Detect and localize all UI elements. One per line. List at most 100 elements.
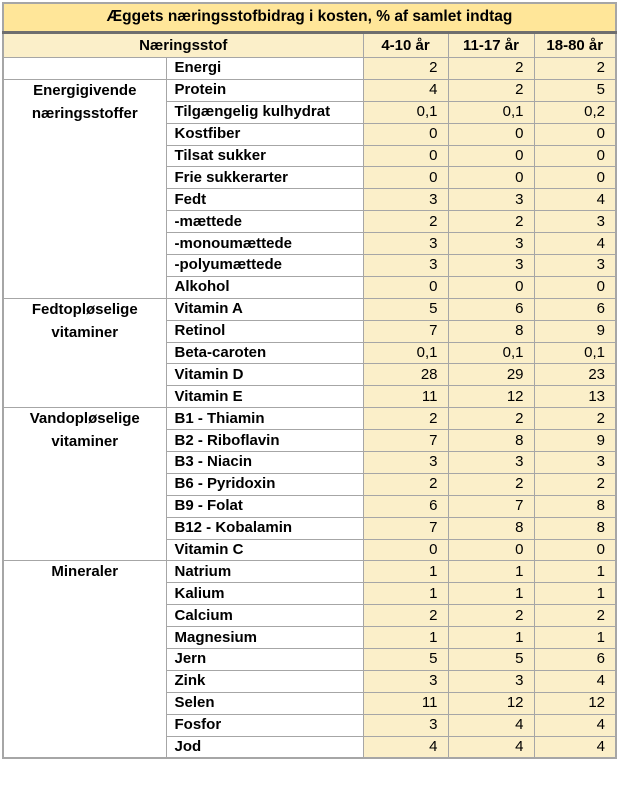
value-cell: 3 [362, 232, 449, 256]
value-cell: 29 [447, 363, 535, 387]
table-row: Tilsat sukker 0 0 0 [3, 144, 617, 168]
nutrient-name-cell: Jern [165, 648, 364, 671]
value-cell: 2 [533, 604, 617, 628]
value-cell: 3 [533, 210, 617, 234]
nutrient-name-cell: Fedt [165, 188, 364, 212]
nutrient-name-cell: Tilsat sukker [165, 144, 364, 168]
value-cell: 0,1 [362, 100, 449, 124]
value-cell: 3 [362, 451, 449, 474]
nutrient-name-cell: Vitamin D [165, 363, 364, 387]
value-cell: 3 [447, 669, 535, 693]
nutrient-name-cell: B3 - Niacin [165, 451, 364, 474]
value-cell: 9 [533, 429, 617, 453]
nutrient-name-cell: Jod [165, 735, 364, 759]
nutrient-name-cell: B1 - Thiamin [165, 407, 364, 431]
column-header-nutrient: Næringsstof [2, 32, 364, 58]
value-cell: 6 [447, 297, 535, 321]
table-row: Frie sukkerarter 0 0 0 [3, 166, 617, 190]
value-cell: 2 [447, 210, 535, 234]
value-cell: 5 [447, 648, 535, 671]
value-cell: 0 [447, 122, 535, 146]
nutrient-name-cell: Kostfiber [165, 122, 364, 146]
value-cell: 0,1 [447, 341, 535, 365]
column-header-row: Næringsstof 4-10 år 11-17 år 18-80 år [2, 32, 617, 58]
value-cell: 3 [362, 188, 449, 212]
value-cell: 0 [447, 275, 535, 299]
table-row: Kalium 1 1 1 [3, 582, 617, 606]
value-cell: 1 [447, 626, 535, 650]
value-cell: 4 [447, 713, 535, 737]
table-row: Tilgængelig kulhydrat 0,1 0,1 0,2 [3, 100, 617, 124]
value-cell: 2 [362, 210, 449, 234]
category-cell: Mineraler [2, 560, 167, 759]
nutrient-name-cell: Frie sukkerarter [165, 166, 364, 190]
nutrient-table: Æggets næringsstofbidrag i kosten, % af … [2, 2, 617, 759]
nutrient-name-cell: Calcium [165, 604, 364, 628]
value-cell: 7 [447, 494, 535, 518]
value-cell: 0,2 [533, 100, 617, 124]
table-row: Alkohol 0 0 0 [3, 275, 617, 299]
value-cell: 0 [362, 538, 449, 562]
value-cell: 12 [447, 691, 535, 715]
nutrient-name-cell: -polyumættede [165, 254, 364, 277]
value-cell: 0 [362, 122, 449, 146]
value-cell: 5 [362, 297, 449, 321]
value-cell: 4 [447, 735, 535, 759]
nutrient-name-cell: Vitamin A [165, 297, 364, 321]
value-cell: 3 [362, 254, 449, 277]
table-title-row: Æggets næringsstofbidrag i kosten, % af … [2, 2, 617, 34]
value-cell: 1 [362, 560, 449, 584]
value-cell: 8 [533, 516, 617, 540]
value-cell: 23 [533, 363, 617, 387]
value-cell: 5 [533, 78, 617, 102]
value-cell: 2 [362, 472, 449, 496]
value-cell: 0,1 [362, 341, 449, 365]
table-row: Fosfor 3 4 4 [3, 713, 617, 737]
value-cell: 1 [533, 582, 617, 606]
value-cell: 3 [362, 669, 449, 693]
nutrient-name-cell: Protein [165, 78, 364, 102]
table-row: B12 - Kobalamin 7 8 8 [3, 516, 617, 540]
value-cell: 8 [447, 516, 535, 540]
value-cell: 28 [362, 363, 449, 387]
value-cell: 7 [362, 319, 449, 343]
value-cell: 2 [447, 407, 535, 431]
value-cell: 0,1 [447, 100, 535, 124]
nutrient-table-container: Æggets næringsstofbidrag i kosten, % af … [2, 2, 617, 759]
value-cell: 0,1 [533, 341, 617, 365]
column-header-age-11-17: 11-17 år [447, 32, 535, 58]
value-cell: 0 [533, 538, 617, 562]
value-cell: 8 [447, 319, 535, 343]
value-cell: 1 [447, 582, 535, 606]
value-cell: 2 [447, 57, 535, 80]
value-cell: 0 [533, 166, 617, 190]
nutrient-name-cell: Retinol [165, 319, 364, 343]
nutrient-name-cell: Tilgængelig kulhydrat [165, 100, 364, 124]
nutrient-name-cell: Kalium [165, 582, 364, 606]
value-cell: 2 [533, 472, 617, 496]
nutrient-name-cell: -monoumættede [165, 232, 364, 256]
table-row: Retinol 7 8 9 [3, 319, 617, 343]
value-cell: 3 [447, 254, 535, 277]
nutrient-name-cell: B2 - Riboflavin [165, 429, 364, 453]
value-cell: 6 [362, 494, 449, 518]
table-row: Kostfiber 0 0 0 [3, 122, 617, 146]
table-row: B3 - Niacin 3 3 3 [3, 451, 617, 474]
category-cell: Vandopløselige vitaminer [2, 407, 167, 562]
value-cell: 2 [447, 472, 535, 496]
table-row: Zink 3 3 4 [3, 669, 617, 693]
nutrient-name-cell: Beta-caroten [165, 341, 364, 365]
table-row: Energi 2 2 2 [2, 57, 617, 80]
table-row: Vitamin E 11 12 13 [3, 385, 617, 409]
value-cell: 11 [362, 385, 449, 409]
table-row: Energigivende næringsstoffer Protein 4 2 5 [2, 78, 617, 299]
table-row: -polyumættede 3 3 3 [3, 254, 617, 277]
value-cell: 3 [533, 254, 617, 277]
table-row: Jern 5 5 6 [3, 648, 617, 671]
value-cell: 0 [447, 538, 535, 562]
value-cell: 4 [533, 188, 617, 212]
nutrient-name-cell: B6 - Pyridoxin [165, 472, 364, 496]
value-cell: 4 [362, 735, 449, 759]
nutrient-name-cell: Vitamin E [165, 385, 364, 409]
